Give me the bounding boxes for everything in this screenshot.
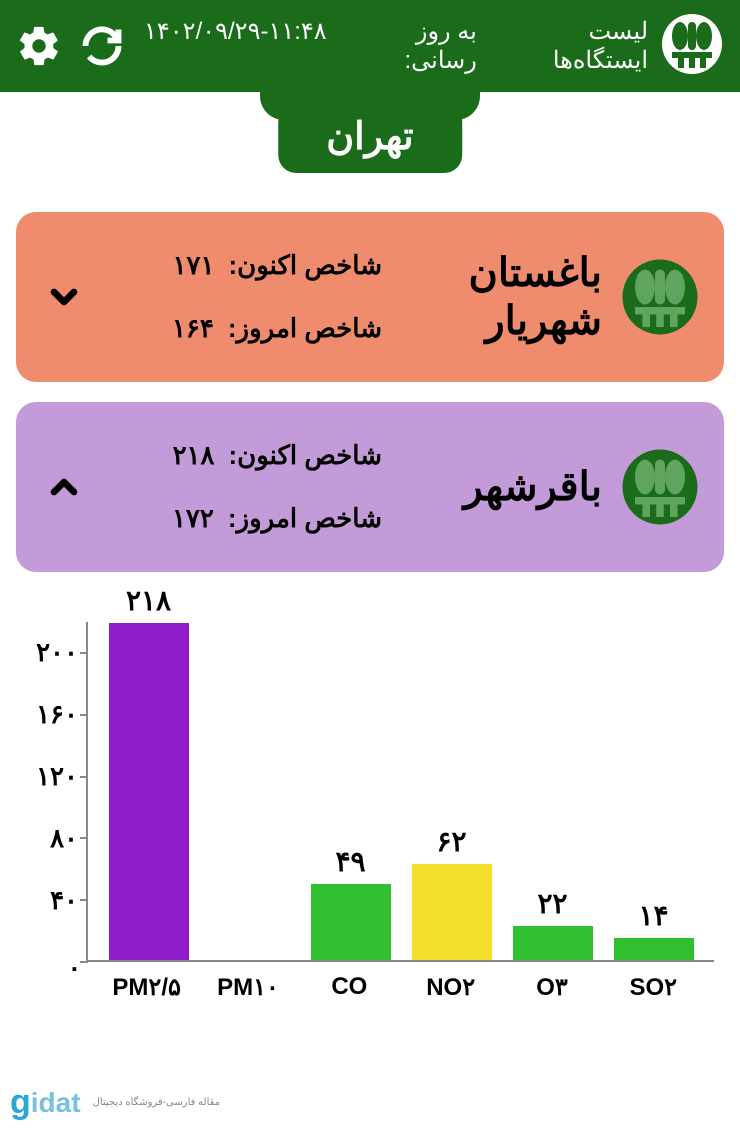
app-logo-icon [660, 12, 724, 81]
x-axis-label: SO۲ [609, 973, 697, 1002]
bar-value-label: ۶۲ [436, 825, 466, 858]
bar [412, 864, 492, 960]
chevron-down-icon[interactable] [40, 277, 88, 317]
bar [513, 926, 593, 960]
index-today-label: شاخص امروز: [228, 503, 382, 534]
bar [109, 623, 189, 960]
refresh-icon[interactable] [80, 24, 124, 68]
y-tick-label: ۱۲۰ [28, 761, 78, 792]
bar-wrap: ۴۹ [307, 845, 395, 960]
x-axis-label: CO [305, 973, 393, 1002]
bar-value-label: ۲۲ [537, 887, 567, 920]
index-today-value: ۱۶۴ [172, 313, 214, 344]
bar [614, 938, 694, 960]
city-tab[interactable]: تهران [278, 104, 462, 173]
index-now-value: ۱۷۱ [173, 250, 215, 281]
y-tick-label: ۲۰۰ [28, 637, 78, 668]
y-tick-mark [80, 776, 88, 778]
bar-value-label: ۴۹ [335, 845, 365, 878]
header-title: لیست ایستگاه‌ها [489, 17, 648, 75]
x-axis-label: O۳ [508, 973, 596, 1002]
station-name: باغستان شهریار [402, 249, 602, 345]
index-today-value: ۱۷۲ [172, 503, 214, 534]
brand-g: g [10, 1083, 31, 1122]
station-name: باقرشهر [402, 463, 602, 511]
header-update-label: به روز رسانی: [339, 17, 477, 75]
pollutant-chart: ۲۱۸۴۹۶۲۲۲۱۴ .۴۰۸۰۱۲۰۱۶۰۲۰۰ PM۲/۵PM۱۰CONO… [16, 602, 724, 1012]
bar [311, 884, 391, 960]
y-tick-mark [80, 714, 88, 716]
bar-wrap [206, 954, 294, 960]
index-today-label: شاخص امروز: [228, 313, 382, 344]
index-now-label: شاخص اکنون: [229, 250, 383, 281]
chevron-up-icon[interactable] [40, 467, 88, 507]
y-tick-mark [80, 652, 88, 654]
station-card[interactable]: باقرشهر شاخص اکنون: ۲۱۸ شاخص امروز: ۱۷۲ [16, 402, 724, 572]
bar-wrap: ۱۴ [610, 899, 698, 960]
city-tab-label: تهران [326, 116, 414, 158]
app-header: لیست ایستگاه‌ها به روز رسانی: ۱۴۰۲/۰۹/۲۹… [0, 0, 740, 92]
station-indices: شاخص اکنون: ۲۱۸ شاخص امروز: ۱۷۲ [88, 440, 402, 534]
bar-wrap: ۶۲ [408, 825, 496, 960]
x-axis-label: PM۲/۵ [103, 973, 191, 1002]
settings-icon[interactable] [16, 23, 62, 69]
footer-brand: g idat مقاله فارسی-فروشگاه دیجیتال [10, 1083, 220, 1122]
bar-wrap: ۲۱۸ [105, 584, 193, 960]
y-tick-label: ۴۰ [28, 885, 78, 916]
header-actions [16, 23, 124, 69]
station-logo-icon [620, 257, 700, 337]
y-tick-mark [80, 961, 88, 963]
bar-value-label: ۲۱۸ [126, 584, 171, 617]
bar-value-label: ۱۴ [638, 899, 668, 932]
y-tick-label: ۸۰ [28, 823, 78, 854]
y-tick-label: ۱۶۰ [28, 699, 78, 730]
x-axis-label: PM۱۰ [204, 973, 292, 1002]
x-axis-label: NO۲ [407, 973, 495, 1002]
station-indices: شاخص اکنون: ۱۷۱ شاخص امروز: ۱۶۴ [88, 250, 402, 344]
station-card[interactable]: باغستان شهریار شاخص اکنون: ۱۷۱ شاخص امروز: ۱… [16, 212, 724, 382]
y-tick-mark [80, 837, 88, 839]
footer-tagline: مقاله فارسی-فروشگاه دیجیتال [93, 1097, 220, 1108]
index-now-value: ۲۱۸ [173, 440, 215, 471]
brand-idat: idat [31, 1087, 81, 1119]
y-tick-label: . [28, 947, 78, 978]
content-area: باغستان شهریار شاخص اکنون: ۱۷۱ شاخص امروز: ۱… [0, 92, 740, 1012]
header-text: لیست ایستگاه‌ها به روز رسانی: ۱۴۰۲/۰۹/۲۹… [144, 17, 660, 75]
index-now-label: شاخص اکنون: [229, 440, 383, 471]
y-tick-mark [80, 899, 88, 901]
bar-wrap: ۲۲ [509, 887, 597, 960]
header-update-time: ۱۴۰۲/۰۹/۲۹-۱۱:۴۸ [144, 17, 327, 75]
station-logo-icon [620, 447, 700, 527]
